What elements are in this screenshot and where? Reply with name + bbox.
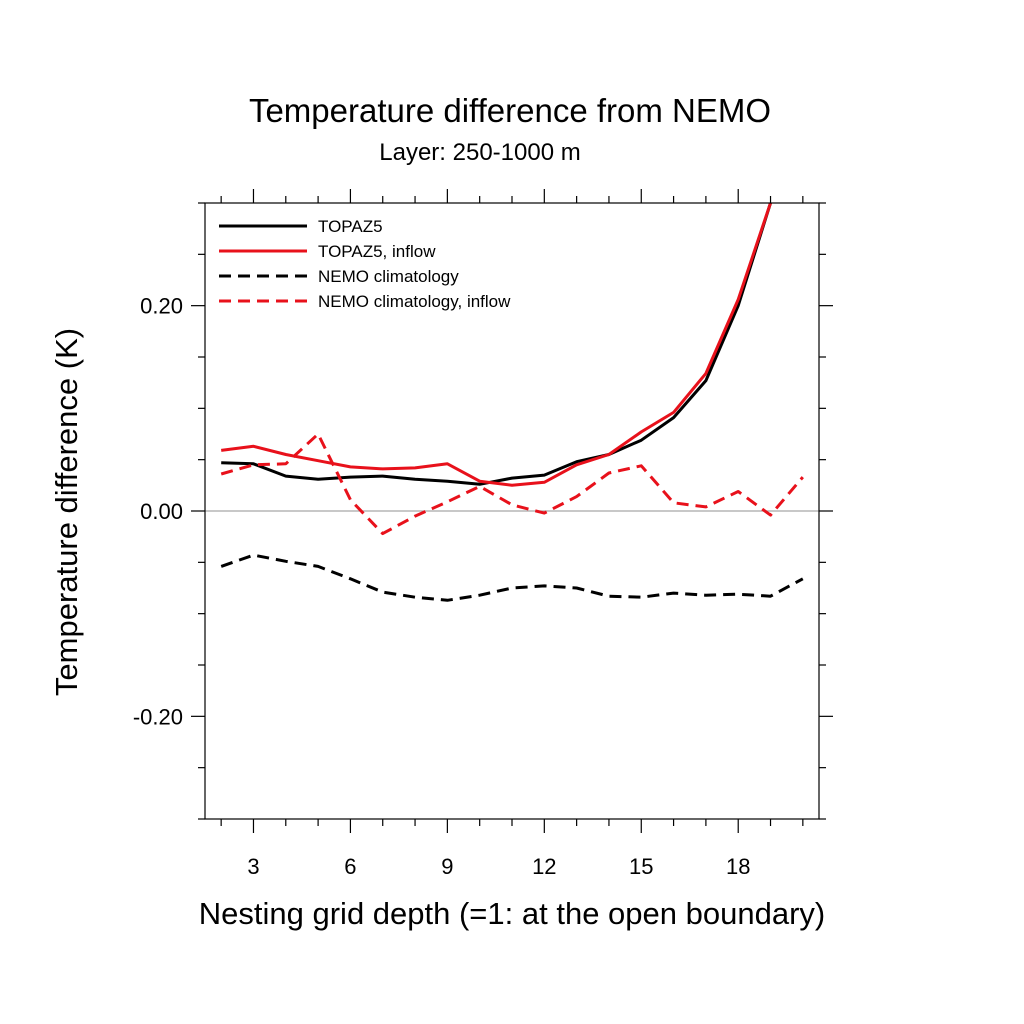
series-group	[220, 203, 804, 602]
chart-subtitle: Layer: 250-1000 m	[379, 139, 580, 166]
x-tick-label: 15	[629, 854, 653, 879]
x-tick-label: 3	[247, 854, 259, 879]
x-tick-label: 6	[344, 854, 356, 879]
series-line-3	[220, 553, 804, 602]
y-tick-label: -0.20	[133, 704, 183, 729]
y-tick-label: 0.00	[140, 499, 183, 524]
series-line-4	[220, 432, 804, 536]
x-axis-label: Nesting grid depth (=1: at the open boun…	[199, 896, 825, 931]
legend-label-3: NEMO climatology	[318, 267, 459, 286]
y-tick-label: 0.20	[140, 294, 183, 319]
x-tick-label: 9	[441, 854, 453, 879]
legend: TOPAZ5 TOPAZ5, inflow NEMO climatology NEMO…	[219, 217, 511, 311]
legend-label-4: NEMO climatology, inflow	[318, 292, 511, 311]
x-tick-label: 18	[726, 854, 750, 879]
legend-label-1: TOPAZ5	[318, 217, 383, 236]
chart-title: Temperature difference from NEMO	[249, 92, 771, 129]
series-line-2	[221, 203, 772, 487]
x-tick-label: 12	[532, 854, 556, 879]
axis-ticks: 3 6 9 12 15 18 -0.20 0.00 0.20	[133, 189, 833, 879]
legend-label-2: TOPAZ5, inflow	[318, 242, 436, 261]
y-axis-label: Temperature difference (K)	[49, 328, 84, 696]
series-line-1	[221, 203, 772, 486]
